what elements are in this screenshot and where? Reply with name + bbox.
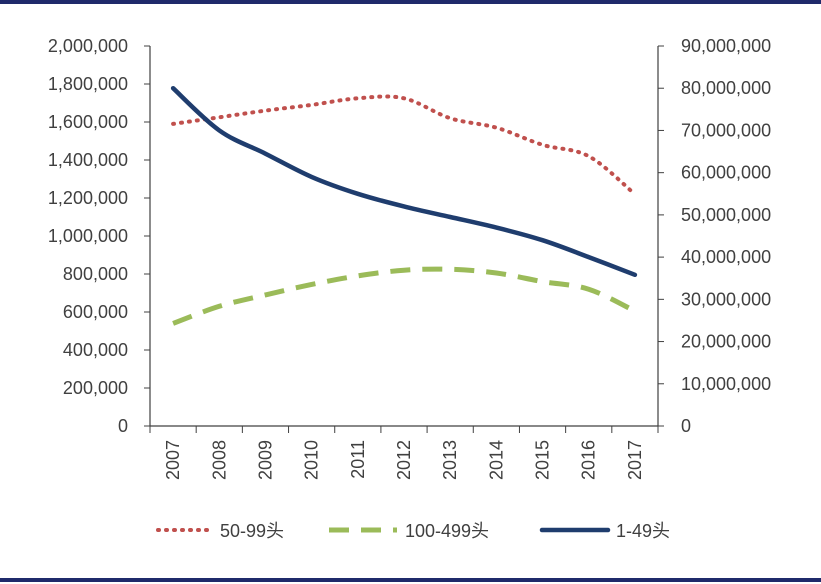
x-axis-tick-label: 2009 — [255, 440, 275, 480]
left-axis-tick-label: 1,600,000 — [48, 112, 128, 132]
left-axis-tick-label: 600,000 — [63, 302, 128, 322]
top-border-rule — [0, 0, 821, 4]
left-axis-tick-label: 1,000,000 — [48, 226, 128, 246]
right-axis-tick-label: 10,000,000 — [681, 374, 771, 394]
left-axis-tick-label: 1,800,000 — [48, 74, 128, 94]
left-axis-tick-label: 1,200,000 — [48, 188, 128, 208]
chart-axes — [144, 45, 664, 433]
bottom-border-rule — [0, 578, 821, 582]
legend-label-2: 100-499头 — [405, 521, 489, 541]
left-axis-tick-label: 200,000 — [63, 378, 128, 398]
legend-label-3: 1-49头 — [616, 521, 670, 541]
left-axis-tick-label: 2,000,000 — [48, 36, 128, 56]
legend-label-1: 50-99头 — [220, 521, 284, 541]
right-axis-tick-label: 30,000,000 — [681, 289, 771, 309]
right-axis-tick-label: 20,000,000 — [681, 332, 771, 352]
x-axis-tick-label: 2014 — [486, 440, 506, 480]
right-axis-tick-label: 40,000,000 — [681, 247, 771, 267]
chart-legend: 50-99头 100-499头 1-49头 — [156, 521, 670, 541]
right-axis-tick-label: 50,000,000 — [681, 205, 771, 225]
left-axis-tick-label: 800,000 — [63, 264, 128, 284]
series-line-1 — [171, 94, 637, 197]
left-axis-tick-label: 0 — [118, 416, 128, 436]
x-axis-tick-label: 2011 — [348, 440, 368, 479]
series-line-3 — [170, 85, 638, 278]
x-axis-tick-label: 2013 — [440, 440, 460, 480]
x-axis-tick-label: 2008 — [209, 440, 229, 480]
left-axis-tick-label: 1,400,000 — [48, 150, 128, 170]
right-axis-tick-label: 90,000,000 — [681, 36, 771, 56]
right-axis-tick-label: 0 — [681, 416, 691, 436]
x-axis-tick-label: 2012 — [394, 440, 414, 480]
left-axis-tick-label: 400,000 — [63, 340, 128, 360]
x-axis-tick-label: 2007 — [163, 440, 183, 480]
x-axis-tick-label: 2016 — [579, 440, 599, 480]
x-axis-tick-label: 2010 — [302, 440, 322, 480]
x-axis-tick-label: 2017 — [625, 440, 645, 480]
right-axis-tick-label: 80,000,000 — [681, 78, 771, 98]
right-axis-tick-labels: 0 10,000,000 20,000,000 30,000,000 40,000,00… — [681, 36, 771, 436]
chart-series — [170, 85, 638, 326]
right-axis-tick-label: 70,000,000 — [681, 120, 771, 140]
right-axis-tick-label: 60,000,000 — [681, 163, 771, 183]
left-axis-tick-labels: 0 200,000 400,000 600,000 800,000 1,000,000 1,… — [48, 36, 128, 436]
series-line-2 — [172, 266, 637, 326]
x-axis-tick-labels: 2007 2008 2009 2010 2011 2012 2013 2014 2015 2016… — [163, 440, 645, 480]
x-axis-tick-label: 2015 — [533, 440, 553, 480]
